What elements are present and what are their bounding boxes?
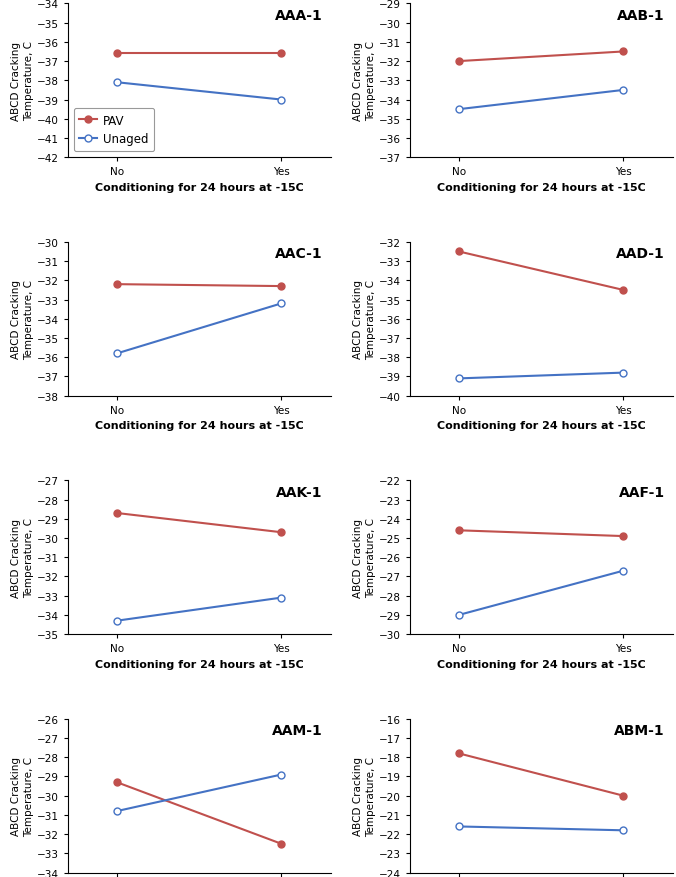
Unaged	[455, 821, 463, 831]
Line: PAV: PAV	[114, 282, 285, 290]
PAV	[277, 527, 285, 538]
PAV	[455, 247, 463, 258]
X-axis label: Conditioning for 24 hours at -15C: Conditioning for 24 hours at -15C	[437, 421, 646, 431]
PAV	[455, 525, 463, 536]
Y-axis label: ABCD Cracking
Temperature, C: ABCD Cracking Temperature, C	[11, 280, 34, 360]
Unaged	[455, 374, 463, 384]
Line: Unaged: Unaged	[114, 595, 285, 624]
Unaged	[113, 78, 121, 89]
PAV	[113, 280, 121, 290]
X-axis label: Conditioning for 24 hours at -15C: Conditioning for 24 hours at -15C	[95, 659, 304, 669]
Y-axis label: ABCD Cracking
Temperature, C: ABCD Cracking Temperature, C	[11, 41, 34, 121]
PAV	[113, 777, 121, 788]
Line: Unaged: Unaged	[456, 567, 627, 618]
Line: PAV: PAV	[456, 750, 627, 799]
PAV	[619, 47, 627, 58]
Legend: PAV, Unaged: PAV, Unaged	[74, 109, 154, 152]
PAV	[455, 57, 463, 68]
Line: Unaged: Unaged	[114, 80, 285, 103]
Text: AAM-1: AAM-1	[272, 724, 322, 738]
Y-axis label: ABCD Cracking
Temperature, C: ABCD Cracking Temperature, C	[11, 756, 34, 836]
PAV	[277, 49, 285, 60]
Unaged	[455, 610, 463, 621]
Line: PAV: PAV	[114, 510, 285, 536]
Text: ABM-1: ABM-1	[614, 724, 665, 738]
Line: Unaged: Unaged	[456, 823, 627, 834]
PAV	[277, 282, 285, 292]
Line: PAV: PAV	[456, 527, 627, 540]
Text: AAF-1: AAF-1	[619, 485, 665, 499]
Line: Unaged: Unaged	[456, 88, 627, 113]
Unaged	[619, 825, 627, 836]
PAV	[619, 531, 627, 542]
PAV	[455, 748, 463, 759]
Unaged	[113, 616, 121, 626]
Unaged	[619, 86, 627, 96]
Unaged	[277, 769, 285, 780]
Y-axis label: ABCD Cracking
Temperature, C: ABCD Cracking Temperature, C	[354, 280, 376, 360]
Line: PAV: PAV	[114, 779, 285, 847]
PAV	[113, 49, 121, 60]
Line: Unaged: Unaged	[114, 301, 285, 358]
X-axis label: Conditioning for 24 hours at -15C: Conditioning for 24 hours at -15C	[437, 659, 646, 669]
Line: PAV: PAV	[114, 51, 285, 58]
Text: AAC-1: AAC-1	[275, 247, 322, 261]
PAV	[277, 838, 285, 849]
Unaged	[619, 368, 627, 379]
X-axis label: Conditioning for 24 hours at -15C: Conditioning for 24 hours at -15C	[95, 182, 304, 193]
Line: PAV: PAV	[456, 249, 627, 294]
X-axis label: Conditioning for 24 hours at -15C: Conditioning for 24 hours at -15C	[437, 182, 646, 193]
PAV	[619, 285, 627, 296]
PAV	[619, 790, 627, 801]
Unaged	[277, 299, 285, 310]
Text: AAD-1: AAD-1	[616, 247, 665, 261]
Line: PAV: PAV	[456, 49, 627, 66]
Y-axis label: ABCD Cracking
Temperature, C: ABCD Cracking Temperature, C	[354, 41, 376, 121]
Text: AAA-1: AAA-1	[275, 9, 322, 23]
Y-axis label: ABCD Cracking
Temperature, C: ABCD Cracking Temperature, C	[354, 756, 376, 836]
Y-axis label: ABCD Cracking
Temperature, C: ABCD Cracking Temperature, C	[354, 517, 376, 597]
Text: AAB-1: AAB-1	[617, 9, 665, 23]
Text: AAK-1: AAK-1	[276, 485, 322, 499]
Y-axis label: ABCD Cracking
Temperature, C: ABCD Cracking Temperature, C	[11, 517, 34, 597]
Unaged	[619, 566, 627, 576]
Line: Unaged: Unaged	[456, 370, 627, 382]
Unaged	[113, 349, 121, 360]
Unaged	[455, 104, 463, 115]
Line: Unaged: Unaged	[114, 771, 285, 815]
Unaged	[113, 806, 121, 816]
X-axis label: Conditioning for 24 hours at -15C: Conditioning for 24 hours at -15C	[95, 421, 304, 431]
Unaged	[277, 96, 285, 106]
Unaged	[277, 593, 285, 603]
PAV	[113, 508, 121, 518]
